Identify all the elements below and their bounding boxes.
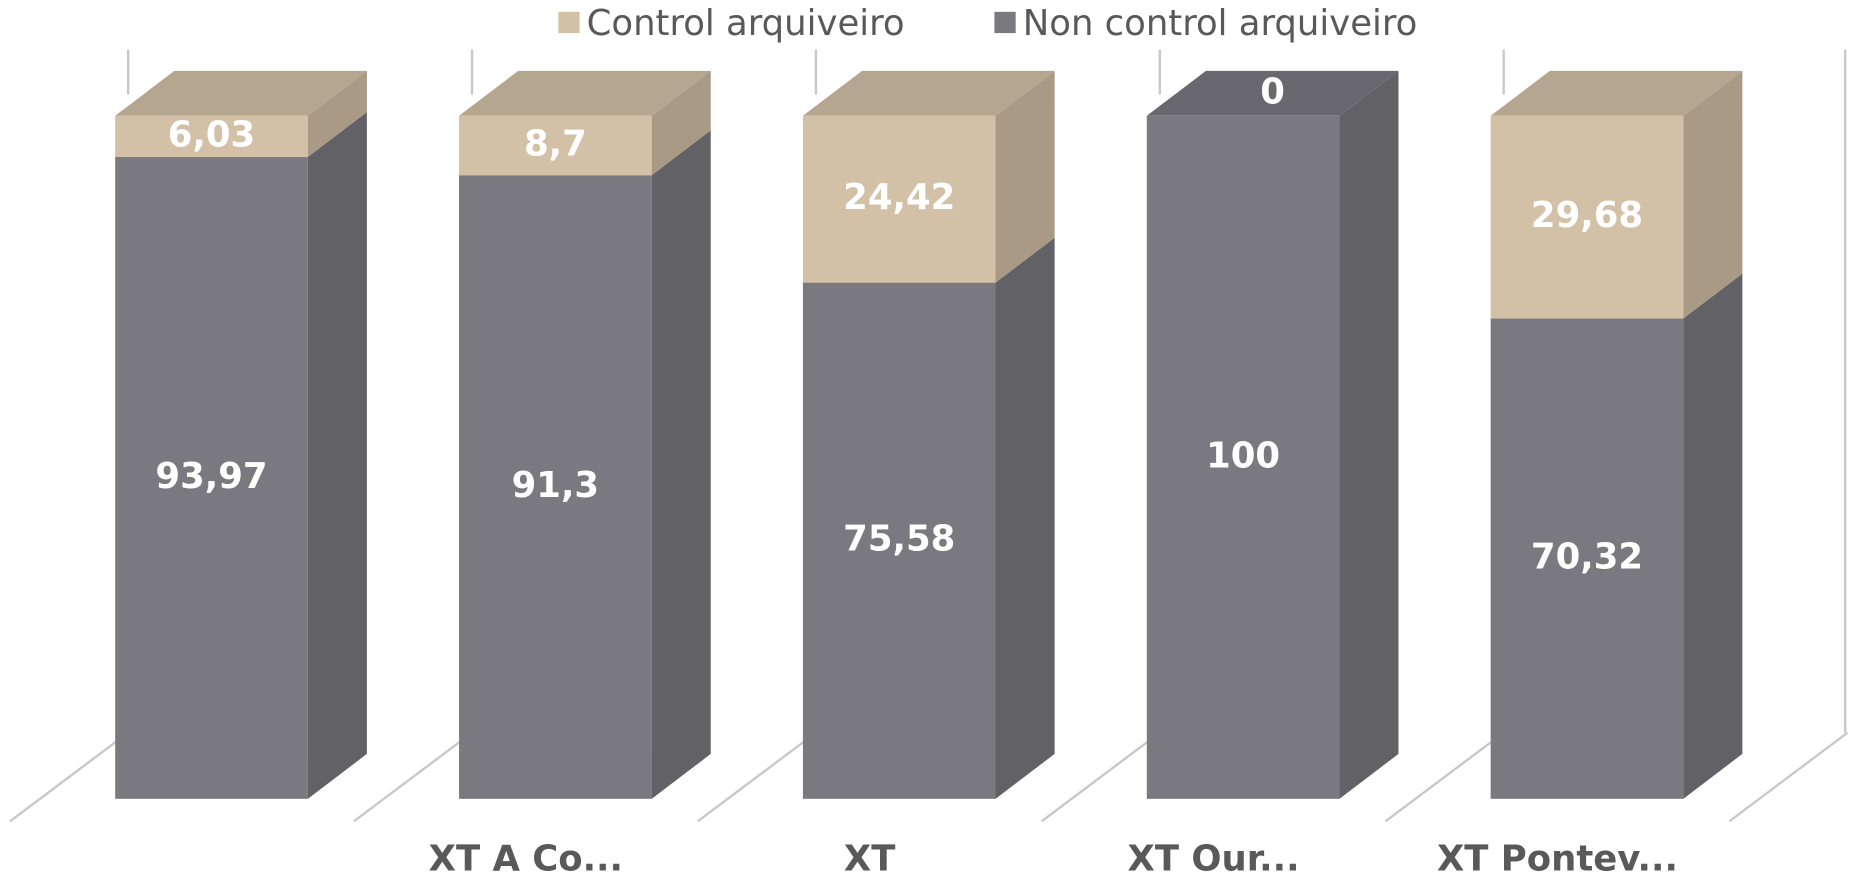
floor-line: [697, 731, 817, 823]
bar-side: [1339, 70, 1399, 799]
x-tick-label: XT Pontev...: [1437, 838, 1678, 878]
data-label: 0: [1260, 71, 1285, 112]
bar-side: [995, 70, 1055, 283]
legend-label: Non control arquiveiro: [1023, 3, 1418, 44]
bar-top: [115, 70, 367, 116]
data-label: 24,42: [843, 177, 955, 218]
data-label: 8,7: [524, 124, 587, 165]
bar-top: [802, 70, 1055, 116]
legend-swatch: [558, 11, 580, 34]
x-tick-label: XT: [844, 838, 896, 878]
bar-segment: [459, 175, 652, 799]
x-tick-label: XT Our...: [1128, 838, 1300, 878]
bar-segment: [459, 115, 652, 176]
data-label: 29,68: [1531, 195, 1643, 236]
bar-segment: [1490, 318, 1684, 799]
bar-side: [307, 70, 367, 157]
bar-segment: [1490, 115, 1684, 319]
floor-line: [1040, 731, 1161, 823]
bar-side: [651, 130, 711, 799]
bar-side: [1683, 70, 1743, 319]
floor-line: [9, 731, 129, 823]
data-label: 70,32: [1531, 537, 1643, 578]
floor-line: [1384, 731, 1505, 823]
bar-side: [995, 237, 1055, 799]
bar-side: [307, 112, 367, 799]
bar-segment: [802, 282, 996, 799]
bar-segment: [802, 115, 996, 283]
bar-top: [459, 70, 711, 116]
legend-label: Control arquiveiro: [587, 3, 905, 44]
bar-side: [651, 70, 711, 176]
bar-segment: [115, 156, 308, 799]
data-label: 93,97: [155, 456, 267, 497]
data-label: 91,3: [512, 465, 599, 506]
floor-line: [353, 731, 473, 823]
data-label: 75,58: [843, 519, 955, 560]
x-tick-label: XT A Co...: [429, 838, 623, 878]
data-label: 6,03: [168, 114, 255, 155]
floor-line: [1728, 731, 1849, 823]
bar-side: [1683, 273, 1743, 799]
bar-segment: [115, 115, 308, 157]
data-label: 100: [1206, 435, 1280, 476]
bar-top: [1490, 70, 1743, 116]
legend-swatch: [994, 11, 1016, 34]
bar-segment: [1146, 115, 1340, 799]
bar-top: [1146, 70, 1399, 116]
